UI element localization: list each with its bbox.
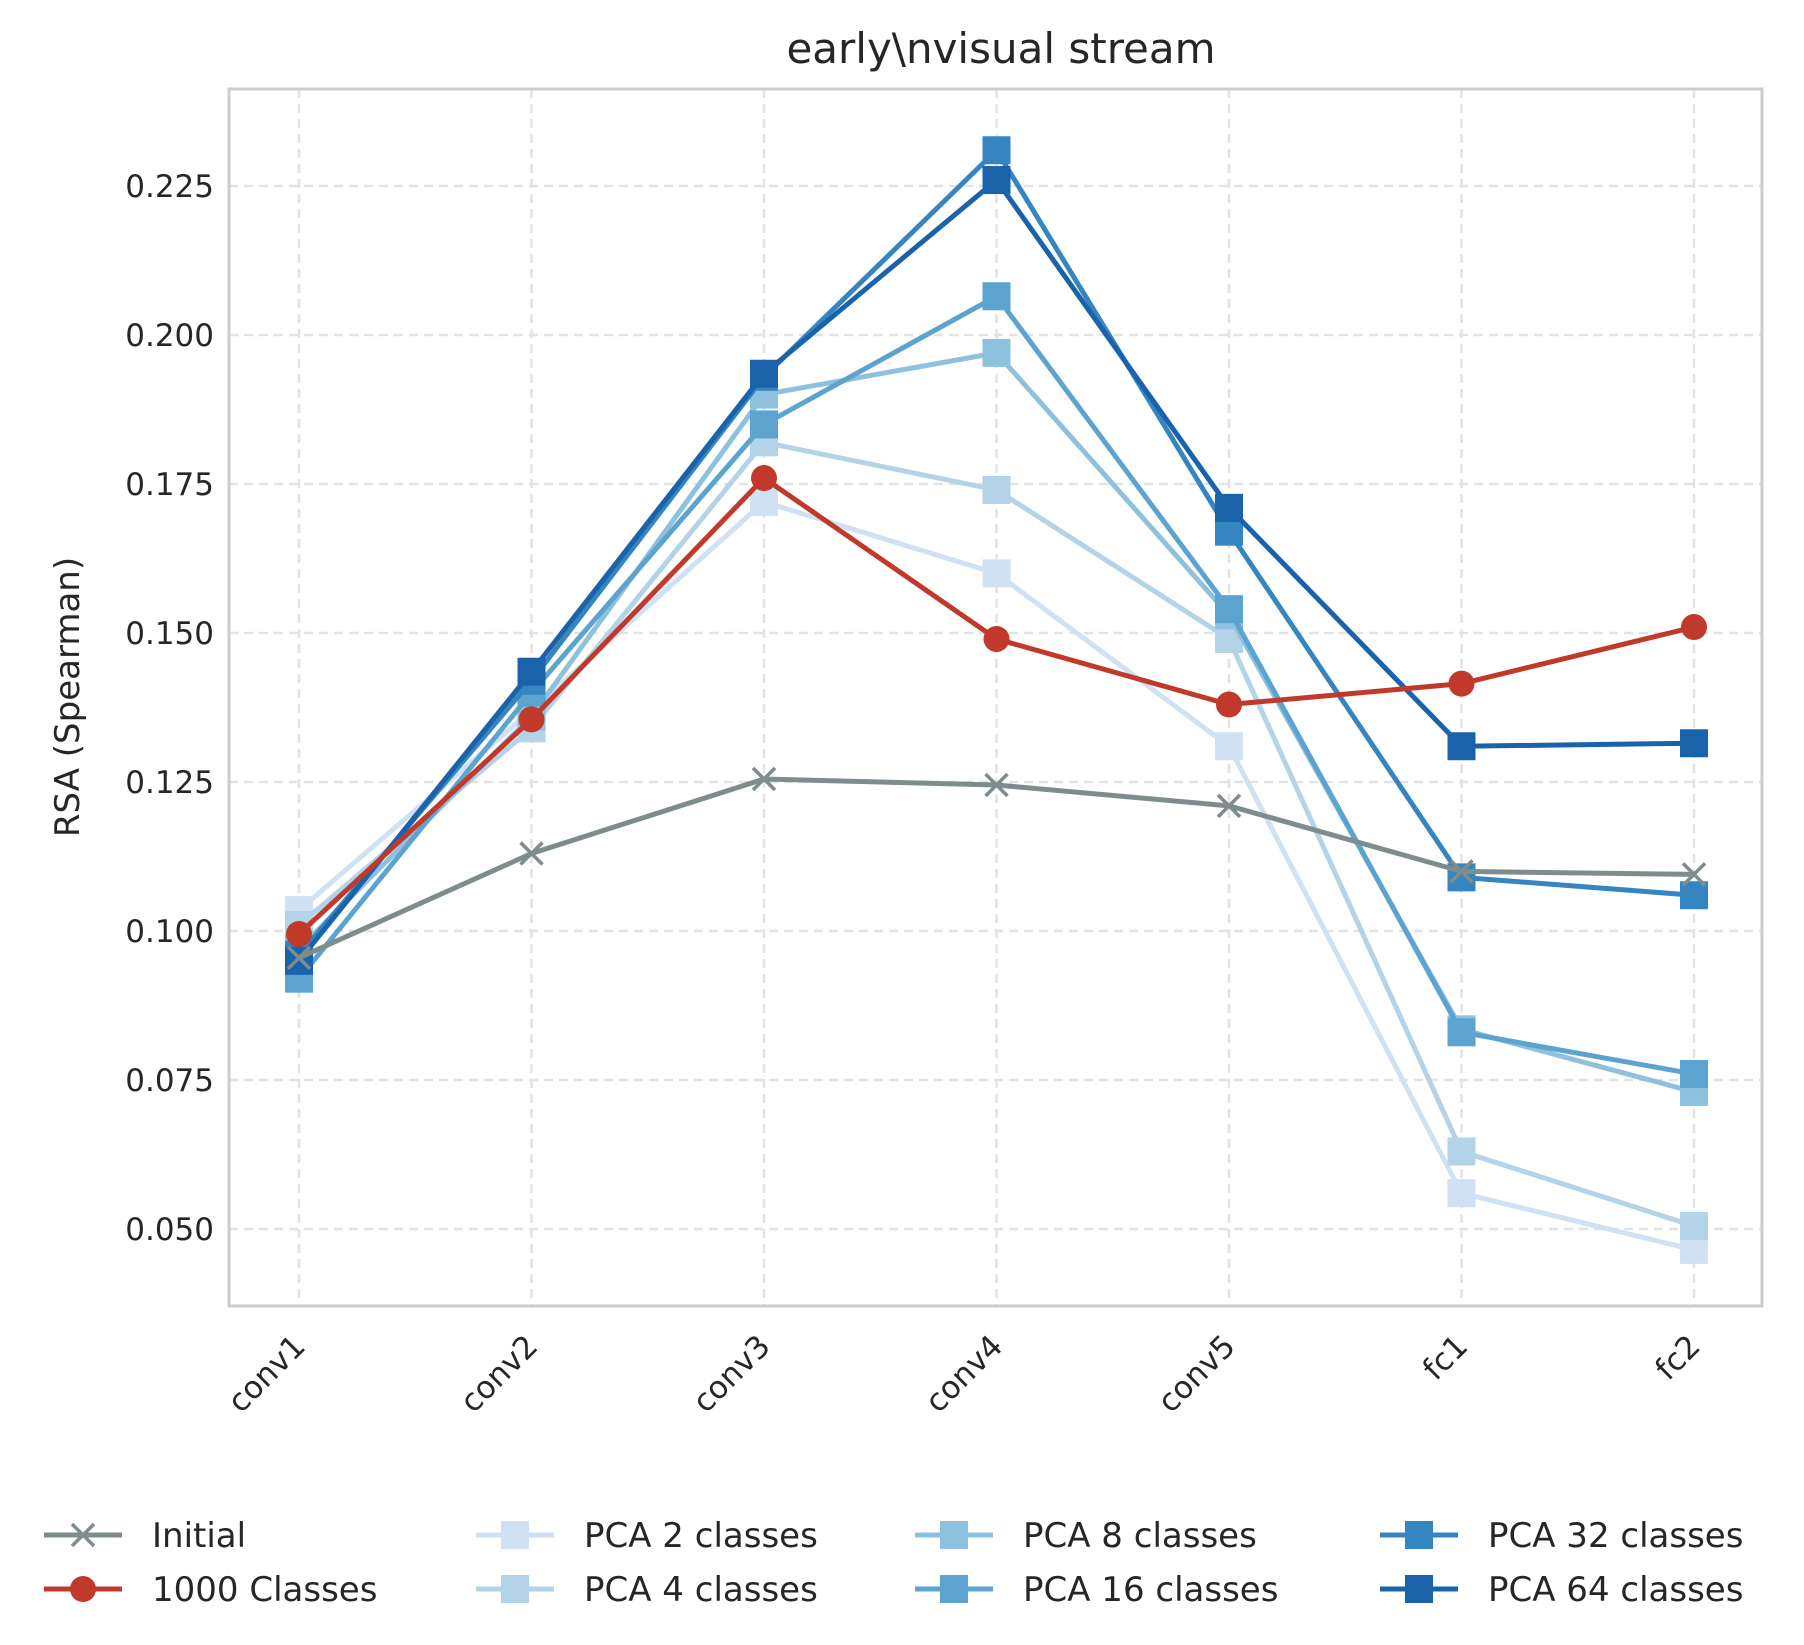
x-tick-label: fc1	[1416, 1328, 1475, 1387]
data-point	[1680, 1212, 1708, 1241]
data-point	[1215, 595, 1243, 624]
legend-label: Initial	[152, 1516, 246, 1556]
data-point	[982, 166, 1011, 195]
data-point	[1447, 1018, 1476, 1047]
y-tick-label: 0.100	[125, 914, 214, 950]
square-marker	[940, 1521, 968, 1549]
square-marker	[940, 1575, 968, 1603]
x-tick-label: conv1	[221, 1328, 313, 1420]
y-tick-label: 0.125	[125, 765, 214, 801]
data-point	[1216, 691, 1242, 718]
data-point	[982, 282, 1011, 311]
legend-item: PCA 8 classes	[915, 1516, 1257, 1556]
series-1000-classes	[286, 465, 1707, 947]
data-point	[1681, 614, 1707, 641]
data-point	[751, 766, 777, 792]
data-point	[982, 136, 1011, 165]
data-point	[750, 410, 778, 439]
data-point	[1447, 1179, 1476, 1208]
legend-item: PCA 16 classes	[915, 1570, 1278, 1610]
data-point	[518, 706, 545, 733]
data-point	[1449, 859, 1474, 884]
y-tick-label: 0.225	[125, 169, 214, 205]
square-marker	[501, 1521, 529, 1549]
x-tick-label: conv2	[453, 1328, 545, 1420]
series-pca-64-classes	[285, 166, 1708, 975]
data-point	[286, 945, 312, 971]
legend-item: PCA 2 classes	[476, 1516, 818, 1556]
data-point	[1215, 732, 1243, 761]
data-point	[750, 487, 778, 516]
data-point	[982, 559, 1011, 588]
data-point	[982, 475, 1011, 504]
x-tick-label: fc2	[1648, 1328, 1707, 1387]
data-point	[983, 625, 1010, 652]
y-tick-label: 0.050	[125, 1212, 214, 1248]
y-tick-label: 0.200	[125, 318, 214, 354]
x-tick-label: conv5	[1151, 1328, 1243, 1420]
legend-label: 1000 Classes	[152, 1570, 377, 1610]
legend-label: PCA 8 classes	[1023, 1516, 1257, 1556]
y-axis-label: RSA (Spearman)	[48, 557, 88, 837]
y-axis-ticks: 0.050 0.075 0.100 0.125 0.150 0.175 0.200 0.225	[125, 169, 214, 1248]
data-point	[750, 359, 778, 388]
x-tick-label: conv3	[686, 1328, 778, 1420]
data-point	[982, 338, 1011, 367]
grid	[229, 89, 1762, 1306]
x-tick-label: conv4	[918, 1328, 1010, 1420]
series-pca-4-classes	[285, 428, 1708, 1241]
data-point	[1447, 1137, 1476, 1166]
legend-item: PCA 4 classes	[476, 1570, 818, 1610]
plot-area	[227, 87, 1764, 1308]
y-tick-label: 0.150	[125, 616, 214, 652]
legend-item: 1000 Classes	[44, 1570, 377, 1610]
square-marker	[1405, 1521, 1433, 1549]
data-point	[1680, 729, 1708, 758]
legend-label: PCA 4 classes	[584, 1570, 818, 1610]
data-point	[517, 657, 546, 686]
data-point	[1448, 670, 1475, 697]
data-point	[1681, 862, 1707, 887]
data-point	[751, 465, 777, 492]
data-point	[1447, 732, 1476, 761]
x-axis-ticks: conv1 conv2 conv3 conv4 conv5 fc1 fc2	[221, 1328, 1708, 1420]
square-marker	[1405, 1575, 1433, 1603]
chart-title: early\nvisual stream	[786, 24, 1215, 73]
y-tick-label: 0.075	[125, 1063, 214, 1099]
legend-label: PCA 32 classes	[1488, 1516, 1743, 1556]
data-point	[1215, 493, 1243, 522]
data-point	[1680, 1060, 1708, 1089]
data-point	[1216, 793, 1242, 819]
data-point	[984, 772, 1009, 798]
legend-item: Initial	[44, 1516, 246, 1556]
x-marker	[70, 1522, 96, 1548]
legend: Initial 1000 Classes PCA 2 classes PCA 4 cl…	[44, 1516, 1743, 1610]
series	[285, 136, 1708, 1264]
legend-label: PCA 16 classes	[1023, 1570, 1278, 1610]
y-tick-label: 0.175	[125, 467, 214, 503]
series-initial	[286, 766, 1707, 971]
square-marker	[501, 1575, 529, 1603]
circle-marker	[70, 1576, 96, 1602]
legend-label: PCA 64 classes	[1488, 1570, 1743, 1610]
data-point	[286, 920, 312, 947]
legend-label: PCA 2 classes	[584, 1516, 818, 1556]
data-point	[1680, 1235, 1708, 1264]
legend-item: PCA 32 classes	[1380, 1516, 1743, 1556]
data-point	[1215, 517, 1243, 546]
data-point	[519, 841, 544, 866]
legend-item: PCA 64 classes	[1380, 1570, 1743, 1610]
